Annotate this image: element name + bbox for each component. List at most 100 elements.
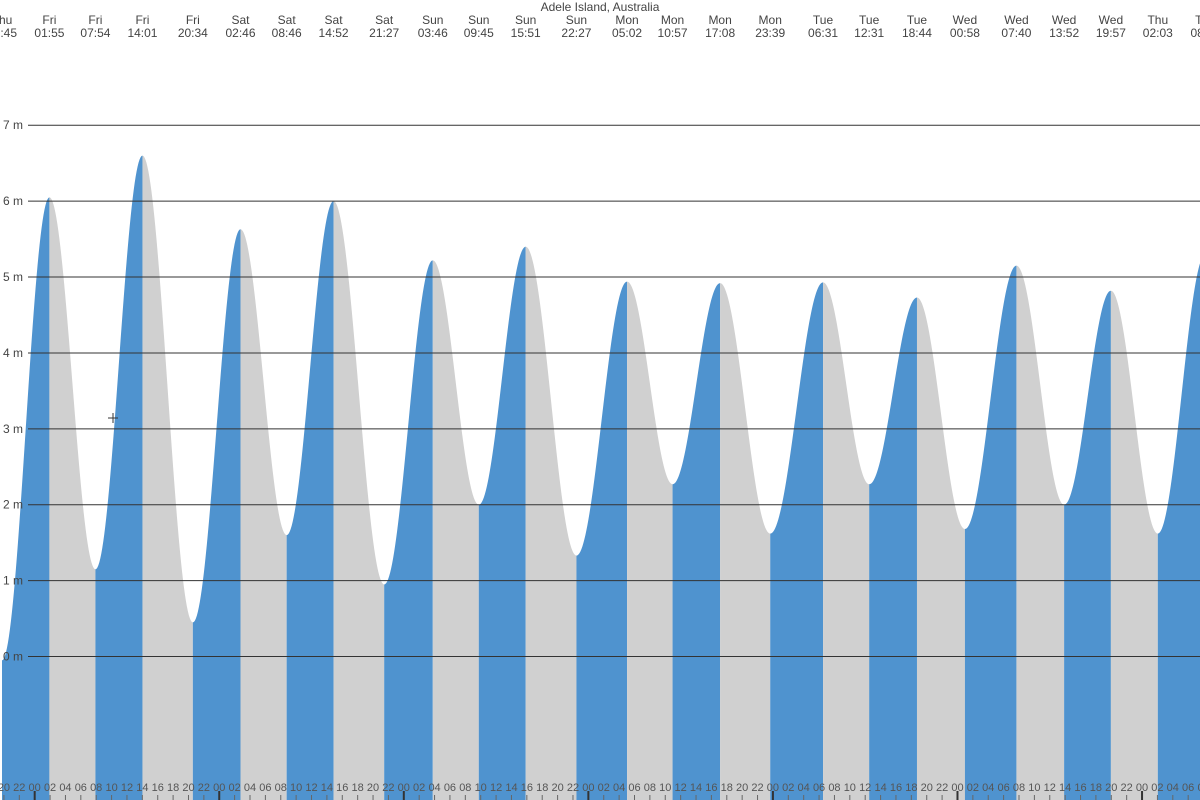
hour-label: 00 bbox=[1136, 782, 1148, 794]
hour-label: 14 bbox=[321, 782, 333, 794]
hour-label: 20 bbox=[921, 782, 933, 794]
extreme-day: Thu bbox=[1195, 13, 1200, 27]
hour-label: 10 bbox=[659, 782, 671, 794]
hour-label: 16 bbox=[152, 782, 164, 794]
extreme-time: 07:54 bbox=[80, 26, 110, 40]
extreme-time: 13:52 bbox=[1049, 26, 1079, 40]
extreme-day: Sun bbox=[566, 13, 587, 27]
hour-label: 22 bbox=[13, 782, 25, 794]
falling-area bbox=[432, 260, 479, 800]
extreme-time: 08:46 bbox=[272, 26, 302, 40]
hour-label: 22 bbox=[382, 782, 394, 794]
hour-label: 12 bbox=[859, 782, 871, 794]
hour-label: 14 bbox=[1059, 782, 1071, 794]
hour-label: 04 bbox=[798, 782, 810, 794]
hour-label: 22 bbox=[751, 782, 763, 794]
extreme-day: Mon bbox=[615, 13, 638, 27]
extreme-day: Fri bbox=[135, 13, 149, 27]
extreme-time: 22:27 bbox=[561, 26, 591, 40]
extreme-day: Sun bbox=[422, 13, 443, 27]
hour-label: 08 bbox=[828, 782, 840, 794]
hour-label: 12 bbox=[490, 782, 502, 794]
extreme-day: Sat bbox=[375, 13, 394, 27]
hour-label: 20 bbox=[0, 782, 10, 794]
hour-label: 10 bbox=[290, 782, 302, 794]
extreme-day: Sat bbox=[278, 13, 297, 27]
extreme-day: Wed bbox=[1004, 13, 1028, 27]
hour-label: 02 bbox=[228, 782, 240, 794]
hour-label: 18 bbox=[1090, 782, 1102, 794]
hour-label: 22 bbox=[1121, 782, 1133, 794]
hour-label: 06 bbox=[628, 782, 640, 794]
extreme-time: 12:31 bbox=[854, 26, 884, 40]
hour-label: 06 bbox=[813, 782, 825, 794]
falling-area bbox=[142, 155, 193, 800]
rising-area bbox=[1157, 263, 1200, 800]
hour-label: 00 bbox=[951, 782, 963, 794]
grid bbox=[28, 124, 1200, 658]
extreme-day: Wed bbox=[953, 13, 977, 27]
extreme-time: 05:02 bbox=[612, 26, 642, 40]
falling-area bbox=[916, 297, 965, 800]
falling-area bbox=[49, 197, 96, 800]
extreme-day: Mon bbox=[708, 13, 731, 27]
hour-label: 08 bbox=[644, 782, 656, 794]
falling-area bbox=[1110, 290, 1158, 800]
hour-label: 02 bbox=[967, 782, 979, 794]
extreme-time: 08:15 bbox=[1190, 26, 1200, 40]
hour-label: 14 bbox=[136, 782, 148, 794]
hour-label: 22 bbox=[567, 782, 579, 794]
hour-label: 00 bbox=[213, 782, 225, 794]
extreme-day: Mon bbox=[661, 13, 684, 27]
extreme-day: Sat bbox=[325, 13, 344, 27]
extreme-time: 18:44 bbox=[902, 26, 932, 40]
rising-area bbox=[672, 283, 721, 800]
y-tick-label: 2 m bbox=[3, 498, 23, 512]
extreme-day: Sun bbox=[515, 13, 536, 27]
hour-label: 14 bbox=[690, 782, 702, 794]
extreme-day: Wed bbox=[1099, 13, 1123, 27]
hour-label: 16 bbox=[1074, 782, 1086, 794]
extreme-day: Tue bbox=[813, 13, 834, 27]
hour-label: 04 bbox=[1167, 782, 1179, 794]
y-tick-label: 0 m bbox=[3, 650, 23, 664]
y-tick-label: 3 m bbox=[3, 422, 23, 436]
hour-label: 02 bbox=[413, 782, 425, 794]
y-tick-label: 6 m bbox=[3, 194, 23, 208]
hour-label: 04 bbox=[428, 782, 440, 794]
rising-area bbox=[576, 281, 628, 800]
hour-label: 16 bbox=[705, 782, 717, 794]
hour-label: 08 bbox=[275, 782, 287, 794]
hour-label: 18 bbox=[352, 782, 364, 794]
rising-area bbox=[192, 229, 241, 800]
rising-area bbox=[95, 155, 143, 800]
hour-label: 20 bbox=[367, 782, 379, 794]
cursor-cross bbox=[108, 413, 118, 423]
extreme-time: 03:46 bbox=[418, 26, 448, 40]
hour-label: 12 bbox=[121, 782, 133, 794]
extreme-time: 15:51 bbox=[511, 26, 541, 40]
extreme-day: Tue bbox=[907, 13, 928, 27]
falling-area bbox=[823, 282, 870, 800]
hour-label: 02 bbox=[1151, 782, 1163, 794]
hour-label: 06 bbox=[259, 782, 271, 794]
extreme-time: 09:45 bbox=[464, 26, 494, 40]
extreme-time: 19:57 bbox=[1096, 26, 1126, 40]
hour-label: 18 bbox=[905, 782, 917, 794]
extreme-time: 14:01 bbox=[127, 26, 157, 40]
hour-label: 14 bbox=[874, 782, 886, 794]
hour-label: 20 bbox=[736, 782, 748, 794]
extreme-time: 14:52 bbox=[319, 26, 349, 40]
labels: 0 m1 m2 m3 m4 m5 m6 m7 mThu19:45Fri01:55… bbox=[0, 13, 1200, 800]
rising-area bbox=[384, 260, 433, 800]
hour-label: 04 bbox=[982, 782, 994, 794]
extreme-time: 19:45 bbox=[0, 26, 17, 40]
extreme-time: 02:03 bbox=[1143, 26, 1173, 40]
falling-area bbox=[1016, 265, 1065, 800]
hour-label: 12 bbox=[305, 782, 317, 794]
hour-label: 20 bbox=[551, 782, 563, 794]
hour-label: 08 bbox=[90, 782, 102, 794]
hour-label: 04 bbox=[59, 782, 71, 794]
hour-label: 16 bbox=[521, 782, 533, 794]
rising-area bbox=[869, 297, 917, 800]
